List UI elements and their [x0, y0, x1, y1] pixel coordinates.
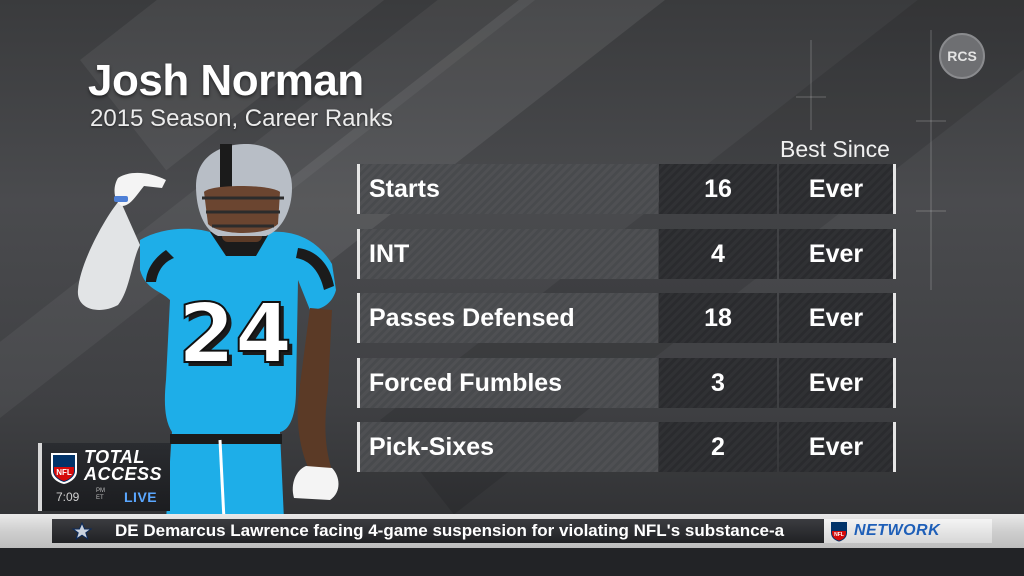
stat-value: 2	[659, 422, 777, 472]
nfl-shield-icon: NFL	[51, 453, 77, 484]
show-title: TOTAL ACCESS	[84, 447, 163, 484]
jersey-number: 24	[178, 287, 292, 382]
stat-label: Starts	[360, 164, 658, 214]
stat-best-since: Ever	[779, 293, 893, 343]
field-hash	[796, 96, 826, 98]
field-hash	[916, 120, 946, 122]
stat-best-since: Ever	[779, 228, 893, 279]
ticker-bar: DE Demarcus Lawrence facing 4-game suspe…	[52, 519, 992, 543]
stat-label: Passes Defensed	[360, 293, 658, 343]
show-title-line1: TOTAL	[84, 447, 145, 467]
graphic-subtitle: 2015 Season, Career Ranks	[90, 105, 393, 132]
show-time: 7:09	[56, 490, 80, 504]
field-hash	[916, 210, 946, 212]
svg-text:NFL: NFL	[56, 468, 72, 477]
best-since-header: Best Since	[780, 136, 890, 162]
stat-row: Forced Fumbles 3 Ever	[357, 357, 896, 408]
show-tz-line2: ET	[96, 495, 104, 501]
player-name: Josh Norman	[88, 56, 364, 105]
stat-best-since: Ever	[779, 164, 893, 214]
live-indicator: LIVE	[124, 489, 158, 505]
show-title-line2: ACCESS	[84, 464, 163, 484]
ticker-headline: DE Demarcus Lawrence facing 4-game suspe…	[115, 521, 785, 540]
network-label: NETWORK	[854, 522, 941, 539]
stat-value: 4	[659, 228, 777, 279]
jersey-number-shadow: 24	[182, 291, 296, 386]
stat-row: Starts 16 Ever	[357, 164, 896, 214]
rcs-badge: RCS	[939, 33, 985, 79]
stat-value: 3	[659, 357, 777, 408]
star-logo-icon	[71, 522, 93, 540]
nfl-shield-icon: NFL	[831, 522, 847, 542]
show-tz-line1: PM	[96, 488, 105, 494]
show-timezone: PM ET	[96, 488, 105, 502]
nfl-network-logo: NFL NETWORK	[824, 519, 992, 543]
stat-value: 16	[659, 164, 777, 214]
stat-value: 18	[659, 293, 777, 343]
svg-text:NFL: NFL	[834, 532, 844, 538]
stat-label: Pick-Sixes	[360, 422, 658, 472]
show-bug: NFL TOTAL ACCESS 7:09 PM ET LIVE	[38, 443, 170, 511]
stat-label: Forced Fumbles	[360, 357, 658, 408]
stat-row: INT 4 Ever	[357, 228, 896, 279]
bottom-bar	[0, 548, 1024, 576]
stat-best-since: Ever	[779, 422, 893, 472]
stats-table: Starts 16 Ever INT 4 Ever Passes Defense…	[357, 164, 896, 487]
stat-label: INT	[360, 228, 658, 279]
field-line	[930, 30, 932, 290]
stat-row: Passes Defensed 18 Ever	[357, 293, 896, 343]
stat-best-since: Ever	[779, 357, 893, 408]
field-line	[810, 40, 812, 130]
player-photo: 24 24	[77, 144, 339, 520]
news-ticker: DE Demarcus Lawrence facing 4-game suspe…	[0, 514, 1024, 548]
stat-row: Pick-Sixes 2 Ever	[357, 422, 896, 472]
